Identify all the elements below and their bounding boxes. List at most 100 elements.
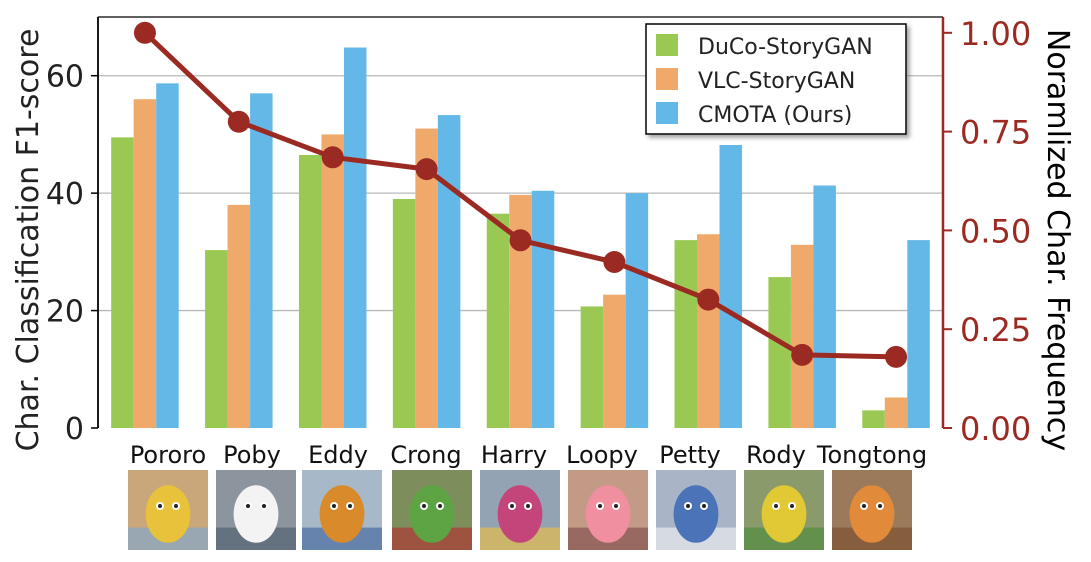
- bar: [907, 240, 930, 428]
- bar: [133, 99, 157, 428]
- bar: [298, 154, 322, 428]
- legend-entry-duco: DuCo-StoryGAN: [656, 34, 873, 60]
- bar: [674, 240, 698, 428]
- y-right-tick-label: 0.50: [960, 212, 1031, 250]
- bar: [884, 397, 908, 428]
- bar: [719, 144, 743, 429]
- thumb-body: [497, 485, 543, 543]
- bar: [392, 199, 416, 428]
- bar: [250, 93, 273, 428]
- bar: [768, 277, 791, 428]
- thumb-pupil: [422, 504, 426, 508]
- character-image-loopy: [568, 470, 648, 550]
- frequency-point: [697, 288, 720, 311]
- thumb-pupil: [598, 504, 602, 508]
- thumb-body: [761, 485, 807, 543]
- frequency-point: [791, 343, 814, 366]
- bar: [205, 250, 228, 428]
- thumb-body: [145, 485, 191, 543]
- thumb-body: [319, 485, 365, 543]
- frequency-point: [603, 251, 626, 274]
- thumb-pupil: [790, 504, 794, 508]
- character-image-tongtong: [832, 470, 912, 550]
- character-image-eddy: [302, 470, 382, 550]
- y-tick-label: 40: [46, 177, 84, 212]
- bar: [580, 306, 604, 428]
- thumb-body: [409, 485, 455, 543]
- x-tick-label: Crong: [390, 441, 461, 469]
- legend-swatch-duco: [656, 34, 678, 56]
- legend-swatch-cmota: [656, 102, 678, 124]
- bar: [813, 185, 836, 428]
- character-image-petty: [656, 470, 736, 550]
- thumb-pupil: [878, 504, 882, 508]
- thumb-pupil: [332, 504, 336, 508]
- frequency-point: [321, 146, 344, 169]
- thumb-pupil: [614, 504, 618, 508]
- y-right-tick-label: 0.00: [960, 410, 1031, 448]
- thumb-pupil: [348, 504, 352, 508]
- legend-label-cmota: CMOTA (Ours): [698, 103, 852, 128]
- bar: [156, 83, 179, 429]
- thumb-pupil: [158, 504, 162, 508]
- frequency-point: [885, 345, 908, 368]
- x-tick-label: Tongtong: [816, 441, 927, 469]
- bar: [227, 204, 251, 428]
- y-axis-label: Char. Classification F1-score: [11, 29, 46, 452]
- character-image-poby: [216, 470, 296, 550]
- thumb-body: [849, 485, 895, 543]
- thumb-pupil: [702, 504, 706, 508]
- thumb-pupil: [174, 504, 178, 508]
- x-tick-label: Eddy: [308, 441, 368, 469]
- thumb-pupil: [774, 504, 778, 508]
- frequency-point: [415, 158, 438, 181]
- character-image-pororo: [128, 470, 208, 550]
- x-tick-label: Pororo: [130, 441, 206, 469]
- thumb-pupil: [510, 504, 514, 508]
- legend-entry-vlc: VLC-StoryGAN: [656, 68, 855, 94]
- thumb-pupil: [526, 504, 530, 508]
- character-image-crong: [392, 470, 472, 550]
- bar: [415, 128, 438, 429]
- legend-label-vlc: VLC-StoryGAN: [698, 69, 855, 94]
- bar: [486, 213, 510, 428]
- bar: [862, 410, 885, 428]
- bar: [697, 234, 720, 428]
- axes: 0 20 40 60 0.00 0.25 0.50 0.75 1.00 Pororo Poby Edd…: [46, 15, 1031, 469]
- y-axis-right-label: Noramlized Char. Frequency: [1040, 29, 1075, 451]
- x-tick-label: Loopy: [566, 441, 638, 469]
- thumb-body: [233, 485, 279, 543]
- bar: [111, 137, 134, 428]
- bar: [437, 115, 461, 428]
- frequency-point: [227, 110, 250, 133]
- frequency-line: [133, 21, 908, 368]
- legend-label-duco: DuCo-StoryGAN: [698, 35, 873, 60]
- thumb-pupil: [862, 504, 866, 508]
- x-tick-label: Harry: [481, 441, 547, 469]
- bar: [790, 244, 814, 428]
- thumb-pupil: [246, 504, 250, 508]
- character-images: [128, 470, 912, 550]
- bar: [343, 47, 367, 428]
- x-tick-label: Poby: [223, 441, 281, 469]
- legend: DuCo-StoryGAN VLC-StoryGAN CMOTA (Ours): [645, 23, 907, 135]
- x-tick-label: Rody: [746, 441, 806, 469]
- legend-box: [645, 23, 907, 135]
- frequency-point: [133, 21, 156, 44]
- bar: [509, 194, 532, 428]
- thumb-pupil: [262, 504, 266, 508]
- bar: [321, 134, 344, 428]
- y-right-tick-label: 0.75: [960, 114, 1031, 152]
- bar: [603, 294, 626, 428]
- thumb-body: [673, 485, 719, 543]
- bar: [625, 193, 649, 428]
- character-image-harry: [480, 470, 560, 550]
- y-right-tick-label: 0.25: [960, 311, 1031, 349]
- character-image-rody: [744, 470, 824, 550]
- y-tick-label: 20: [46, 295, 84, 330]
- y-tick-label: 60: [46, 60, 84, 95]
- bar: [531, 190, 555, 428]
- y-right-tick-label: 1.00: [960, 15, 1031, 53]
- thumb-body: [585, 485, 631, 543]
